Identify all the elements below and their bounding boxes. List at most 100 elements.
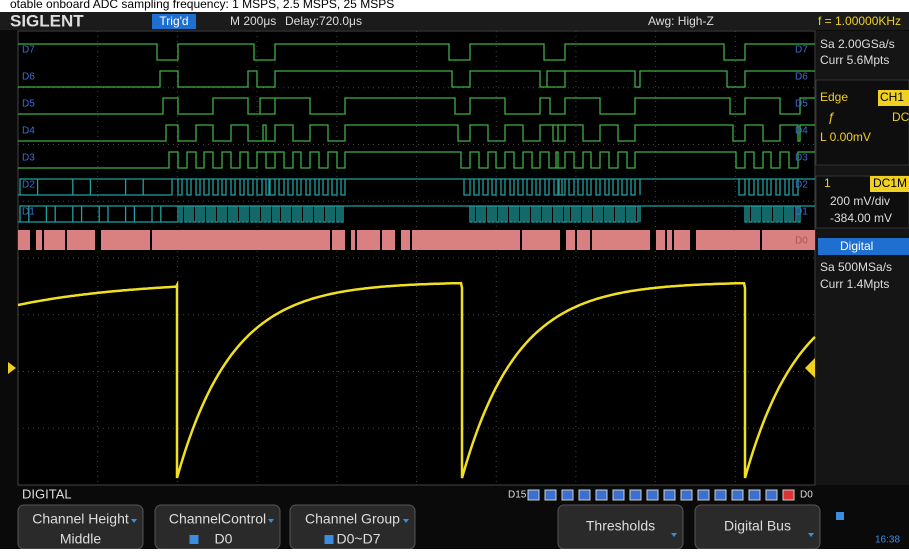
channel-label-left: D1	[22, 207, 35, 218]
d0-edge	[650, 230, 656, 250]
bit-indicator	[765, 489, 778, 501]
channel-label-right: D0	[795, 236, 808, 247]
trigger-level: L 0.00mV	[820, 130, 871, 144]
bit-indicator	[731, 489, 744, 501]
channel-label-right: D2	[795, 180, 808, 191]
analog-trace	[17, 280, 816, 479]
menu-arrow	[131, 519, 137, 523]
d0-edge	[665, 230, 667, 250]
digital-trace	[18, 97, 815, 115]
timebase: M 200μs	[230, 14, 276, 28]
trigger-level-marker	[805, 358, 815, 378]
menu-value[interactable]: Middle	[60, 531, 101, 547]
sample-rate: Sa 2.00GSa/s	[820, 37, 895, 51]
trigger-type: Edge	[820, 90, 848, 104]
bit-indicator	[595, 489, 608, 501]
d0-edge	[30, 230, 36, 250]
channel-coupling-bg	[870, 176, 909, 192]
menu-arrow	[808, 533, 814, 537]
d0-edge	[330, 230, 332, 250]
usb-icon	[836, 512, 844, 520]
digital-sample-rate: Sa 500MSa/s	[820, 260, 892, 274]
d0-edge	[150, 230, 152, 250]
clock: 16:38	[875, 535, 900, 546]
bit-indicator	[680, 489, 693, 501]
bit-indicator	[578, 489, 591, 501]
bit-indicator	[697, 489, 710, 501]
channel-label-left: D7	[22, 45, 35, 56]
menu-bar: Channel Height Middle ChannelControl D0 Chan…	[17, 504, 821, 550]
d0-edge	[355, 230, 357, 250]
trigger-coupling: DC	[892, 110, 909, 124]
digital-label: Digital	[840, 239, 873, 253]
channel-label-right: D1	[795, 207, 808, 218]
menu-label[interactable]: Thresholds	[586, 518, 655, 534]
menu-icon	[324, 535, 334, 544]
menu-label[interactable]: ChannelControl	[169, 511, 266, 527]
side-panel: Sa 2.00GSa/s Curr 5.6Mpts Edge CH1 ƒ DC …	[815, 31, 909, 485]
menu-icon	[189, 535, 199, 544]
menu-label[interactable]: Digital Bus	[724, 518, 791, 534]
edge-icon: ƒ	[828, 109, 835, 124]
menu-arrow	[403, 519, 409, 523]
offset: -384.00 mV	[830, 211, 892, 225]
mode-label: DIGITAL	[22, 486, 72, 501]
channel-label-left: D2	[22, 180, 35, 191]
caption: otable onboard ADC sampling frequency: 1…	[10, 0, 394, 11]
trigger-status: Trig'd	[159, 14, 188, 28]
menu-label[interactable]: Channel Group	[305, 511, 400, 527]
d0-edge	[560, 230, 566, 250]
channel-label-left: D3	[22, 153, 35, 164]
channel-label-right: D7	[795, 45, 808, 56]
d0-bar	[18, 230, 815, 250]
menu-label[interactable]: Channel Height	[32, 511, 129, 527]
digital-trace	[18, 178, 815, 196]
channel-label-right: D6	[795, 72, 808, 83]
bit-indicator	[782, 489, 795, 501]
menu-value[interactable]: D0	[215, 531, 233, 547]
menu-arrow	[268, 519, 274, 523]
bits-low: D0	[800, 490, 813, 501]
d0-edge	[520, 230, 522, 250]
d0-edge	[395, 230, 401, 250]
ch1-marker	[8, 362, 16, 374]
digital-trace	[18, 124, 815, 142]
bit-indicator	[561, 489, 574, 501]
channel-label-right: D3	[795, 153, 808, 164]
channel-label-left: D6	[22, 72, 35, 83]
d0-edge	[65, 230, 67, 250]
channel-label-right: D4	[795, 126, 808, 137]
bits-high: D15	[508, 490, 527, 501]
d0-edge	[42, 230, 44, 250]
brand: SIGLENT	[10, 11, 84, 30]
bit-indicator	[544, 489, 557, 501]
menu-value[interactable]: D0~D7	[337, 531, 381, 547]
awg: Awg: High-Z	[648, 14, 714, 28]
ch1-waveform	[17, 280, 816, 479]
memory-depth: Curr 5.6Mpts	[820, 53, 889, 67]
d0-edge	[410, 230, 412, 250]
bit-indicator	[629, 489, 642, 501]
channel-label-left: D5	[22, 99, 35, 110]
d0-edge	[380, 230, 382, 250]
digital-traces: D7 D7 D6 D6 D5 D5 D4 D4 D3 D3 D2 D2 D1 D1 D0	[18, 43, 815, 250]
digital-trace	[18, 70, 815, 88]
d0-edge	[690, 230, 696, 250]
trigger-status-bg	[152, 14, 196, 29]
d0-edge	[95, 230, 101, 250]
digital-label-bg	[818, 238, 909, 255]
volts-per-div: 200 mV/div	[830, 194, 890, 208]
d0-edge	[345, 230, 351, 250]
d0-edge	[760, 230, 762, 250]
trigger-source: CH1	[880, 90, 904, 104]
caption-bg	[0, 0, 909, 12]
bit-indicator	[663, 489, 676, 501]
bit-indicator	[714, 489, 727, 501]
bit-indicators	[527, 489, 795, 501]
bit-indicator	[646, 489, 659, 501]
channel-coupling: DC1M	[873, 176, 907, 190]
d0-edge	[575, 230, 577, 250]
channel-label-right: D5	[795, 99, 808, 110]
digital-memory-depth: Curr 1.4Mpts	[820, 277, 889, 291]
